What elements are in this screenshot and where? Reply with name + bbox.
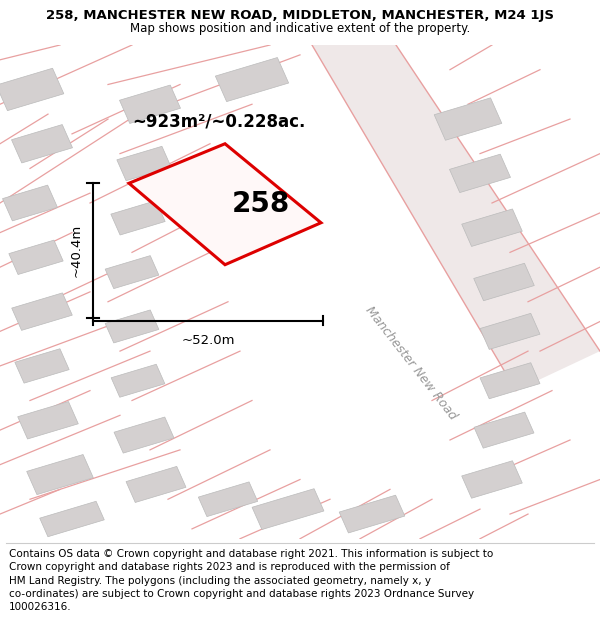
Polygon shape [474, 412, 534, 448]
Text: 258, MANCHESTER NEW ROAD, MIDDLETON, MANCHESTER, M24 1JS: 258, MANCHESTER NEW ROAD, MIDDLETON, MAN… [46, 9, 554, 22]
Polygon shape [117, 146, 171, 181]
Polygon shape [480, 362, 540, 399]
Polygon shape [119, 85, 181, 124]
Polygon shape [26, 454, 94, 494]
Polygon shape [11, 124, 73, 163]
Polygon shape [126, 466, 186, 503]
Polygon shape [105, 256, 159, 289]
Polygon shape [312, 45, 600, 391]
Polygon shape [449, 154, 511, 192]
Polygon shape [462, 461, 522, 498]
Text: ~52.0m: ~52.0m [181, 334, 235, 348]
Text: ~923m²/~0.228ac.: ~923m²/~0.228ac. [132, 112, 305, 131]
Polygon shape [462, 209, 522, 246]
Polygon shape [129, 144, 321, 265]
Polygon shape [40, 501, 104, 537]
Polygon shape [9, 240, 63, 274]
Polygon shape [199, 482, 257, 517]
Polygon shape [18, 401, 78, 439]
Polygon shape [12, 293, 72, 331]
Text: Contains OS data © Crown copyright and database right 2021. This information is : Contains OS data © Crown copyright and d… [9, 549, 493, 612]
Polygon shape [252, 489, 324, 529]
Polygon shape [2, 185, 58, 221]
Text: ~40.4m: ~40.4m [69, 224, 82, 277]
Polygon shape [114, 417, 174, 453]
Polygon shape [0, 68, 64, 111]
Polygon shape [15, 349, 69, 383]
Polygon shape [215, 58, 289, 102]
Polygon shape [111, 201, 165, 235]
Polygon shape [111, 364, 165, 398]
Polygon shape [339, 495, 405, 533]
Polygon shape [480, 313, 540, 349]
Polygon shape [474, 263, 534, 301]
Text: 258: 258 [232, 189, 290, 218]
Text: Manchester New Road: Manchester New Road [363, 304, 459, 422]
Polygon shape [105, 310, 159, 343]
Polygon shape [434, 98, 502, 140]
Text: Map shows position and indicative extent of the property.: Map shows position and indicative extent… [130, 22, 470, 35]
